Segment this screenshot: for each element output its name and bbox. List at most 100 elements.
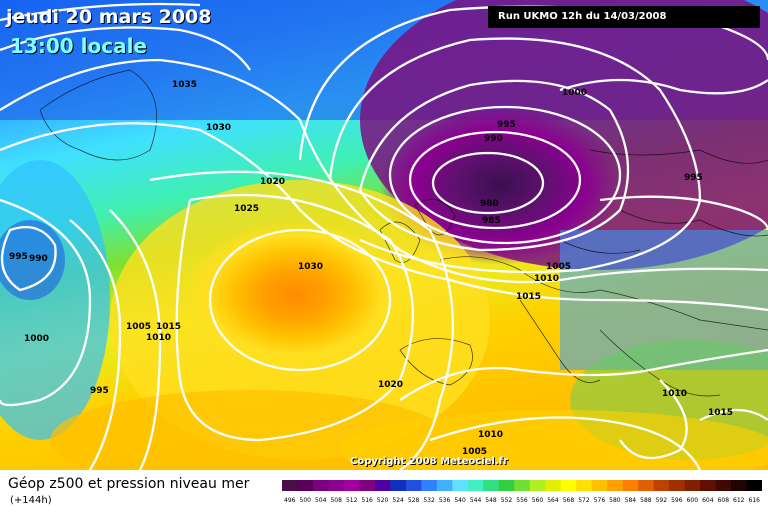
legend-swatch [452, 480, 469, 491]
legend-swatch [684, 480, 701, 491]
legend-value: 604 [702, 497, 714, 504]
isobar-label: 1025 [234, 204, 259, 214]
legend-value: 608 [718, 497, 730, 504]
legend-swatch [529, 480, 546, 491]
ridge-core [185, 220, 405, 370]
legend-swatch [560, 480, 577, 491]
legend-swatch [328, 480, 345, 491]
legend-swatch [607, 480, 624, 491]
legend-swatch [622, 480, 639, 491]
legend-swatch [576, 480, 593, 491]
legend-value: 616 [749, 497, 761, 504]
isobar-label: 995 [684, 173, 703, 183]
legend-value: 592 [656, 497, 668, 504]
legend-value: 572 [578, 497, 590, 504]
copyright-notice: Copyright 2008 Meteociel.fr [350, 456, 508, 467]
isobar-label: 985 [482, 216, 501, 226]
isobar-label: 1010 [534, 274, 559, 284]
isobar-label: 1010 [146, 333, 171, 343]
legend-value: 540 [454, 497, 466, 504]
legend-swatch [312, 480, 329, 491]
isobar-label: 995 [90, 386, 109, 396]
legend-swatch [282, 480, 298, 491]
isobar-label: 990 [29, 254, 48, 264]
isobar-label: 1005 [462, 447, 487, 457]
isobar-label: 1010 [478, 430, 503, 440]
legend-value: 600 [687, 497, 699, 504]
isobar-label: 1005 [126, 322, 151, 332]
isobar-label: 1015 [156, 322, 181, 332]
isobar-label: 1000 [24, 334, 49, 344]
legend-value: 496 [284, 497, 296, 504]
legend-value: 612 [733, 497, 745, 504]
legend-swatch [700, 480, 717, 491]
legend-value: 504 [315, 497, 327, 504]
legend-swatch [405, 480, 422, 491]
legend-swatch [669, 480, 686, 491]
legend-swatch [545, 480, 562, 491]
color-scale-legend: 496 500 504 508 512 516 520 524 528 532 536 540 544 5… [282, 480, 762, 504]
legend-value: 512 [346, 497, 358, 504]
legend-swatch [498, 480, 515, 491]
map-title: Géop z500 et pression niveau mer [8, 476, 250, 492]
weather-map: 1035 1030 1020 1025 1030 995 990 1000 10… [0, 0, 768, 470]
legend-value: 520 [377, 497, 389, 504]
legend-value: 516 [361, 497, 373, 504]
legend-swatch [483, 480, 500, 491]
isobar-labels: 1035 1030 1020 1025 1030 995 990 1000 10… [9, 80, 733, 457]
legend-value: 532 [423, 497, 435, 504]
forecast-date: jeudi 20 mars 2008 [6, 6, 212, 28]
legend-swatch [514, 480, 531, 491]
isobar-label: 995 [497, 120, 516, 130]
legend-value: 544 [470, 497, 482, 504]
isobar-label: 1000 [562, 88, 587, 98]
legend-swatch [359, 480, 376, 491]
legend-value: 556 [516, 497, 528, 504]
isobar-label: 1020 [260, 177, 285, 187]
isobar-label: 1020 [378, 380, 403, 390]
isobar-label: 990 [484, 134, 503, 144]
isobar-label: 1015 [708, 408, 733, 418]
map-footer: Géop z500 et pression niveau mer (+144h)… [0, 470, 768, 512]
legend-swatch [715, 480, 732, 491]
legend-swatch [297, 480, 314, 491]
legend-swatch [374, 480, 391, 491]
west-cutoff-core [0, 220, 65, 300]
isobar-label: 1035 [172, 80, 197, 90]
forecast-lead-time: (+144h) [10, 495, 52, 506]
legend-value: 568 [563, 497, 575, 504]
legend-value: 560 [532, 497, 544, 504]
legend-value: 548 [485, 497, 497, 504]
legend-swatch [638, 480, 655, 491]
isobar-label: 1005 [546, 262, 571, 272]
isobar-label: 980 [480, 199, 499, 209]
isobar-label: 995 [9, 252, 28, 262]
isobar-label: 1030 [298, 262, 323, 272]
legend-value: 596 [671, 497, 683, 504]
legend-swatch [343, 480, 360, 491]
legend-swatch [390, 480, 407, 491]
legend-value: 508 [330, 497, 342, 504]
legend-value: 552 [501, 497, 513, 504]
legend-swatch [653, 480, 670, 491]
legend-value: 528 [408, 497, 420, 504]
legend-swatch [591, 480, 608, 491]
model-run-info: Run UKMO 12h du 14/03/2008 [488, 6, 760, 28]
isobar-label: 1015 [516, 292, 541, 302]
legend-value: 584 [625, 497, 637, 504]
forecast-local-time: 13:00 locale [10, 34, 147, 58]
legend-value: 588 [640, 497, 652, 504]
legend-swatch [746, 480, 762, 491]
isobar-label: 1010 [662, 389, 687, 399]
legend-swatch [731, 480, 748, 491]
legend-value: 524 [392, 497, 404, 504]
legend-swatch [436, 480, 453, 491]
southeast-ridge [340, 410, 768, 470]
legend-value: 580 [609, 497, 621, 504]
isobar-label: 1030 [206, 123, 231, 133]
legend-value: 500 [300, 497, 312, 504]
legend-swatch [467, 480, 484, 491]
low-center-shading [380, 105, 620, 265]
legend-value: 576 [594, 497, 606, 504]
legend-value: 564 [547, 497, 559, 504]
